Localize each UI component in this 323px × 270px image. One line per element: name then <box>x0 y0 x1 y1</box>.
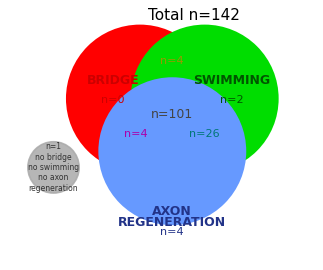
Text: n=0: n=0 <box>101 95 125 105</box>
Text: Total n=142: Total n=142 <box>148 8 240 23</box>
Text: AXON: AXON <box>152 205 192 218</box>
Text: BRIDGE: BRIDGE <box>87 75 139 87</box>
Text: n=26: n=26 <box>189 129 220 139</box>
Text: n=4: n=4 <box>161 56 184 66</box>
Text: n=101: n=101 <box>151 108 193 121</box>
Circle shape <box>132 26 277 171</box>
Text: n=4: n=4 <box>124 129 148 139</box>
Text: n=4: n=4 <box>161 227 184 237</box>
Text: n=2: n=2 <box>220 95 244 105</box>
Text: SWIMMING: SWIMMING <box>193 75 270 87</box>
Circle shape <box>67 26 213 171</box>
Text: n=1
no bridge
no swimming
no axon
regeneration: n=1 no bridge no swimming no axon regene… <box>28 142 79 193</box>
Circle shape <box>28 142 79 193</box>
Circle shape <box>99 78 245 224</box>
Text: REGENERATION: REGENERATION <box>118 216 226 229</box>
